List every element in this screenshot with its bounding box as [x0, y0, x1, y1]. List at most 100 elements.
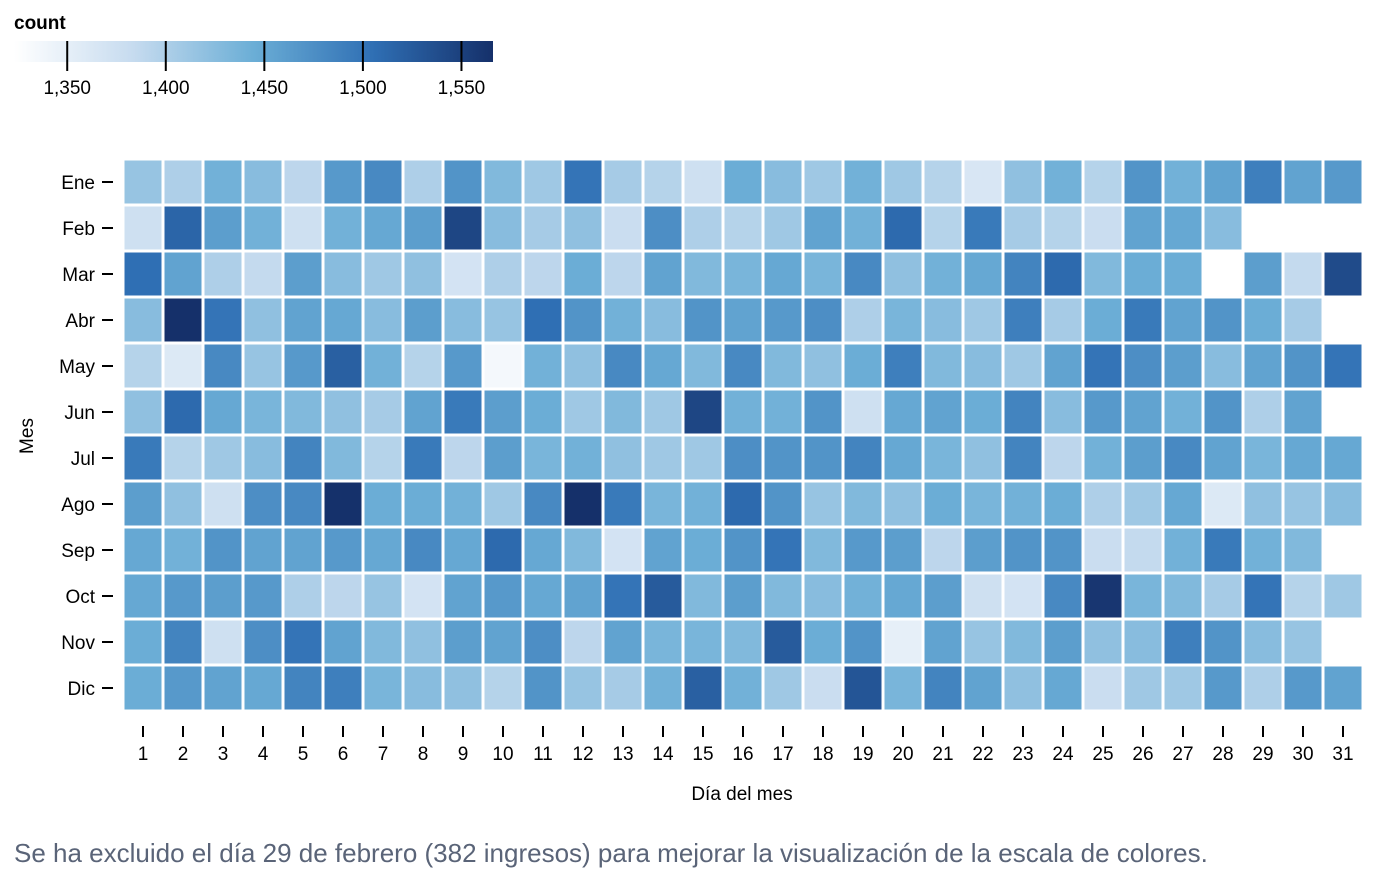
- heatmap-cell: [564, 344, 602, 388]
- heatmap-cell: [1084, 574, 1122, 618]
- heatmap-cell: [964, 436, 1002, 480]
- heatmap-cell: [204, 344, 242, 388]
- heatmap-cell: [444, 344, 482, 388]
- x-tick-label: 20: [892, 744, 913, 765]
- heatmap-cell: [164, 344, 202, 388]
- heatmap-cell: [1084, 344, 1122, 388]
- heatmap-cell: [1004, 666, 1042, 710]
- heatmap-cell: [564, 252, 602, 296]
- heatmap-cell: [844, 390, 882, 434]
- heatmap-cell: [1004, 206, 1042, 250]
- heatmap-cell: [1124, 160, 1162, 204]
- heatmap-cell: [684, 252, 722, 296]
- x-tick-label: 18: [812, 744, 833, 765]
- heatmap-cell: [484, 482, 522, 526]
- heatmap-cell: [1164, 620, 1202, 664]
- heatmap-cell: [1204, 620, 1242, 664]
- heatmap-cell: [1084, 528, 1122, 572]
- heatmap-cell: [404, 344, 442, 388]
- heatmap-cell: [844, 160, 882, 204]
- heatmap-cell: [164, 390, 202, 434]
- x-tick-label: 10: [492, 744, 513, 765]
- heatmap-cell: [644, 298, 682, 342]
- heatmap-cell: [1284, 160, 1322, 204]
- heatmap-cell: [1124, 436, 1162, 480]
- heatmap-cell: [964, 206, 1002, 250]
- heatmap-cell: [724, 390, 762, 434]
- heatmap-cell: [1044, 344, 1082, 388]
- heatmap-cell: [844, 298, 882, 342]
- heatmap-cell: [284, 252, 322, 296]
- heatmap-cell: [964, 160, 1002, 204]
- x-tick-label: 28: [1212, 744, 1233, 765]
- heatmap-cell: [364, 298, 402, 342]
- heatmap-cell: [844, 528, 882, 572]
- heatmap-cell: [164, 482, 202, 526]
- heatmap-cell: [204, 436, 242, 480]
- heatmap-cell: [1164, 482, 1202, 526]
- heatmap-cell: [1164, 344, 1202, 388]
- heatmap-cell: [804, 344, 842, 388]
- heatmap-cell: [684, 436, 722, 480]
- x-tick-label: 29: [1252, 744, 1273, 765]
- heatmap-cell: [644, 528, 682, 572]
- heatmap-cell: [924, 390, 962, 434]
- heatmap-cell: [284, 390, 322, 434]
- heatmap-cell: [284, 344, 322, 388]
- y-tick-label: Jul: [71, 449, 95, 470]
- y-tick-label: Ago: [61, 495, 95, 516]
- heatmap-cell: [164, 206, 202, 250]
- heatmap-cell: [244, 574, 282, 618]
- x-tick-label: 7: [378, 744, 389, 765]
- heatmap-cell: [484, 620, 522, 664]
- heatmap-cell: [844, 620, 882, 664]
- heatmap-cell: [684, 528, 722, 572]
- heatmap-cell: [244, 620, 282, 664]
- x-tick-label: 5: [298, 744, 309, 765]
- heatmap-cell: [764, 528, 802, 572]
- heatmap-cell: [484, 436, 522, 480]
- heatmap-cell: [284, 160, 322, 204]
- heatmap-cell: [1204, 666, 1242, 710]
- heatmap-cell: [1204, 574, 1242, 618]
- heatmap-cell: [724, 482, 762, 526]
- heatmap-cell: [1164, 298, 1202, 342]
- heatmap-cell: [204, 620, 242, 664]
- heatmap-cell: [1244, 620, 1282, 664]
- heatmap-cell: [1164, 574, 1202, 618]
- heatmap-cell: [884, 252, 922, 296]
- heatmap-cell: [1004, 436, 1042, 480]
- heatmap-cell: [484, 160, 522, 204]
- x-tick-label: 23: [1012, 744, 1033, 765]
- heatmap-cell: [404, 482, 442, 526]
- heatmap-cell: [684, 666, 722, 710]
- heatmap-cell: [684, 298, 722, 342]
- heatmap-cell: [1084, 436, 1122, 480]
- heatmap-cell: [244, 344, 282, 388]
- heatmap-cell: [444, 252, 482, 296]
- y-tick-label: May: [59, 357, 95, 378]
- heatmap-cell: [924, 666, 962, 710]
- x-axis-title: Día del mes: [691, 784, 792, 805]
- heatmap-cell: [604, 666, 642, 710]
- heatmap-cell: [1124, 344, 1162, 388]
- heatmap-cell: [1204, 528, 1242, 572]
- heatmap-cell: [684, 390, 722, 434]
- heatmap-cell: [204, 206, 242, 250]
- heatmap-cell: [444, 390, 482, 434]
- heatmap-cell: [124, 666, 162, 710]
- color-legend: count 1,350 1,400 1,450 1,500 1,550: [14, 13, 493, 99]
- heatmap-cell: [1084, 666, 1122, 710]
- heatmap-cell: [1044, 482, 1082, 526]
- heatmap-cell: [1284, 620, 1322, 664]
- heatmap-cell: [1124, 528, 1162, 572]
- heatmap-cell: [364, 666, 402, 710]
- heatmap-cell: [1004, 252, 1042, 296]
- heatmap-cell: [924, 436, 962, 480]
- heatmap-cell: [1044, 390, 1082, 434]
- heatmap-cell: [884, 160, 922, 204]
- heatmap-cell: [164, 160, 202, 204]
- heatmap-cell: [804, 206, 842, 250]
- heatmap-cell: [1044, 252, 1082, 296]
- heatmap-cell: [324, 298, 362, 342]
